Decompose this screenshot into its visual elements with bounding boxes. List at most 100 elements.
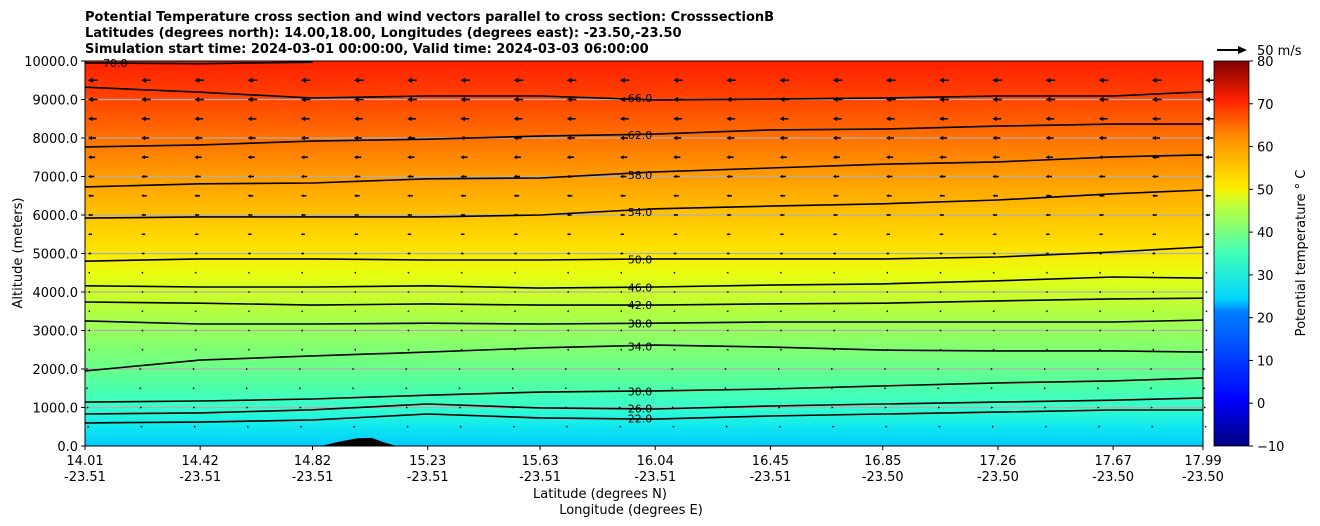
wind-arrowhead-icon — [407, 329, 410, 332]
wind-arrowhead-icon — [992, 425, 994, 428]
wind-arrowhead-icon — [939, 116, 944, 122]
wind-arrowhead-icon — [992, 135, 997, 141]
contour-line-50.0 — [84, 246, 1204, 262]
wind-arrowhead-icon — [194, 310, 197, 313]
wind-arrowhead-icon — [88, 310, 90, 313]
wind-arrowhead-icon — [1152, 213, 1155, 217]
wind-arrowhead-icon — [992, 233, 995, 236]
wind-arrowhead-icon — [566, 252, 569, 255]
wind-arrowhead-icon — [407, 271, 410, 274]
wind-arrowhead-icon — [354, 310, 356, 313]
wind-arrowhead-icon — [779, 252, 782, 255]
wind-arrowhead-icon — [779, 348, 782, 351]
wind-arrowhead-icon — [513, 252, 516, 255]
wind-arrowhead-icon — [726, 425, 728, 428]
y-tick-label: 4000.0 — [33, 286, 79, 301]
wind-arrowhead-icon — [1045, 116, 1050, 122]
wind-arrowhead-icon — [513, 425, 516, 428]
wind-arrowhead-icon — [1098, 116, 1104, 122]
wind-arrowhead-icon — [1098, 348, 1101, 351]
wind-arrowhead-icon — [299, 367, 302, 371]
y-tick-label: 5000.0 — [33, 248, 79, 263]
wind-arrowhead-icon — [88, 135, 92, 141]
contour-label: 54.0 — [628, 206, 653, 219]
wind-arrowhead-icon — [673, 348, 676, 351]
wind-arrowhead-icon — [247, 290, 250, 294]
y-tick-label: 9000.0 — [33, 94, 79, 109]
wind-arrowhead-icon — [565, 387, 568, 390]
wind-arrowhead-icon — [1203, 367, 1206, 371]
y-tick-label: 7000.0 — [33, 171, 79, 186]
wind-arrowhead-icon — [1098, 213, 1102, 217]
wind-arrowhead-icon — [1205, 135, 1210, 141]
wind-arrowhead-icon — [1045, 252, 1048, 255]
wind-arrowhead-icon — [1098, 310, 1101, 313]
contour-label: 62.0 — [628, 129, 653, 142]
contour-line-70.0 — [84, 61, 313, 65]
wind-arrowhead-icon — [673, 271, 676, 274]
x-tick-label-lon: -23.50 — [862, 470, 904, 485]
wind-arrowhead-icon — [141, 135, 146, 141]
wind-arrowhead-icon — [300, 174, 304, 179]
wind-arrowhead-icon — [1152, 116, 1157, 122]
wind-arrowhead-icon — [88, 290, 90, 294]
wind-arrowhead-icon — [672, 425, 675, 428]
wind-arrowhead-icon — [299, 406, 302, 409]
wind-arrowhead-icon — [354, 96, 359, 103]
colorbar-tick-label: 0 — [1257, 397, 1265, 412]
wind-arrowhead-icon — [779, 96, 785, 103]
wind-arrowhead-icon — [88, 233, 90, 236]
wind-arrowhead-icon — [300, 233, 303, 236]
wind-arrowhead-icon — [566, 233, 569, 236]
wind-arrowhead-icon — [513, 271, 516, 274]
wind-arrowhead-icon — [992, 155, 996, 160]
contour-line-26.0 — [84, 397, 1204, 415]
wind-arrowhead-icon — [832, 310, 835, 313]
x-tick-label-lat: 17.26 — [979, 454, 1016, 469]
wind-arrowhead-icon — [1045, 290, 1048, 294]
wind-arrowhead-icon — [566, 348, 569, 351]
wind-arrowhead-icon — [141, 155, 145, 160]
wind-arrowhead-icon — [939, 271, 942, 274]
wind-arrowhead-icon — [247, 77, 253, 83]
colorbar-tick-label: 30 — [1257, 269, 1274, 284]
wind-arrowhead-icon — [1045, 425, 1048, 428]
contour-label: 34.0 — [628, 340, 653, 353]
wind-arrowhead-icon — [247, 135, 252, 141]
wind-arrowhead-icon — [779, 425, 782, 428]
y-tick-label: 1000.0 — [33, 402, 79, 417]
contour-label: 50.0 — [628, 253, 653, 266]
wind-arrowhead-icon — [726, 96, 732, 103]
contour-label: 42.0 — [628, 299, 653, 312]
wind-arrowhead-icon — [300, 155, 305, 160]
wind-arrowhead-icon — [141, 194, 144, 198]
x-tick-label-lon: -23.50 — [977, 470, 1019, 485]
wind-arrowhead-icon — [407, 348, 410, 351]
wind-arrowhead-icon — [1045, 155, 1050, 160]
wind-arrowhead-icon — [724, 367, 727, 371]
wind-arrowhead-icon — [673, 194, 676, 198]
wind-arrowhead-icon — [407, 174, 411, 179]
contour-label: 38.0 — [628, 318, 653, 331]
colorbar-tick-label: −10 — [1257, 440, 1284, 455]
wind-arrowhead-icon — [88, 96, 93, 103]
wind-arrowhead-icon — [620, 271, 622, 274]
wind-key-label: 50 m/s — [1257, 44, 1302, 59]
wind-arrowhead-icon — [726, 233, 729, 236]
wind-arrowhead-icon — [141, 348, 144, 351]
wind-arrowhead-icon — [990, 367, 993, 371]
wind-arrowhead-icon — [139, 387, 142, 390]
wind-arrowhead-icon — [884, 367, 887, 371]
wind-arrowhead-icon — [779, 213, 782, 217]
wind-arrowhead-icon — [300, 252, 303, 255]
wind-arrowhead-icon — [886, 348, 888, 351]
wind-arrowhead-icon — [673, 329, 676, 332]
wind-arrowhead-icon — [886, 135, 890, 141]
wind-arrowhead-icon — [566, 329, 569, 332]
wind-arrowhead-icon — [139, 367, 142, 371]
wind-arrowhead-icon — [460, 77, 466, 83]
y-tick-label: 3000.0 — [33, 325, 79, 340]
wind-arrowhead-icon — [87, 425, 90, 428]
wind-arrowhead-icon — [194, 213, 197, 217]
